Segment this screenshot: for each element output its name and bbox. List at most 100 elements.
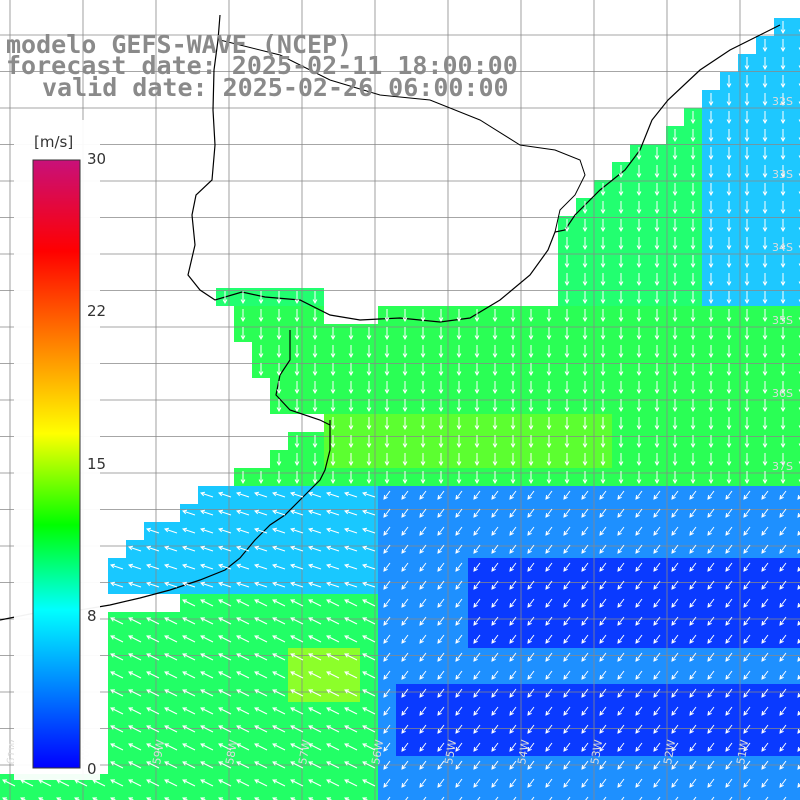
wind-arrow: [617, 724, 625, 734]
wind-arrow: [294, 291, 300, 305]
wind-cell: [216, 792, 234, 800]
wind-arrow: [671, 634, 679, 644]
wind-arrow: [348, 381, 354, 395]
wind-arrow: [653, 742, 661, 752]
wind-arrow: [743, 490, 751, 500]
wind-arrow: [671, 490, 679, 500]
wind-arrow: [290, 599, 304, 607]
wind-cell: [792, 108, 800, 126]
wind-arrow: [780, 309, 786, 323]
wind-arrow: [362, 761, 376, 769]
wind-arrow: [366, 435, 372, 449]
wind-arrow: [725, 760, 733, 770]
wind-arrow: [344, 491, 358, 498]
wind-arrow: [473, 742, 481, 752]
wind-cell: [234, 792, 252, 800]
wind-arrow: [707, 526, 715, 536]
wind-arrow: [492, 417, 498, 431]
wind-arrow: [509, 724, 517, 734]
wind-arrow: [635, 652, 643, 662]
wind-arrow: [708, 363, 714, 377]
wind-arrow: [600, 255, 606, 269]
wind-arrow: [276, 327, 282, 341]
wind-cell: [738, 792, 756, 800]
wind-arrow: [402, 381, 408, 395]
wind-arrow: [780, 291, 786, 305]
wind-arrow: [236, 635, 250, 643]
wind-arrow: [272, 707, 286, 715]
lon-label: 52W: [661, 739, 678, 766]
wind-arrow: [567, 796, 571, 800]
wind-arrow: [725, 724, 733, 734]
wind-arrow: [383, 526, 391, 536]
wind-arrow: [258, 363, 264, 377]
wind-arrow: [672, 183, 678, 197]
wind-cell: [54, 792, 72, 800]
wind-arrow: [545, 526, 553, 536]
wind-arrow: [491, 598, 499, 608]
wind-arrow: [744, 219, 750, 233]
wind-arrow: [653, 526, 661, 536]
wind-arrow: [491, 508, 499, 518]
wind-arrow: [236, 725, 250, 733]
wind-arrow: [527, 688, 535, 698]
wind-arrow: [690, 399, 696, 413]
wind-arrow: [182, 707, 196, 715]
wind-arrow: [762, 417, 768, 431]
wind-arrow: [326, 635, 340, 643]
wind-arrow: [546, 381, 552, 395]
wind-arrow: [582, 471, 588, 485]
lon-label: 53W: [588, 739, 605, 766]
wind-arrow: [419, 760, 427, 770]
wind-arrow: [797, 620, 800, 626]
wind-arrow: [528, 345, 534, 359]
wind-arrow: [617, 616, 625, 626]
wind-arrow: [762, 309, 768, 323]
wind-arrow: [366, 381, 372, 395]
wind-arrow: [110, 653, 124, 661]
wind-arrow: [636, 399, 642, 413]
wind-arrow: [708, 165, 714, 179]
wind-arrow: [276, 363, 282, 377]
wind-arrow: [477, 796, 481, 800]
wind-arrow: [672, 129, 678, 143]
wind-arrow: [474, 327, 480, 341]
wind-arrow: [581, 562, 589, 572]
wind-arrow: [491, 580, 499, 590]
wind-arrow: [725, 670, 733, 680]
wind-arrow: [401, 724, 409, 734]
title-model: modelo GEFS-WAVE (NCEP): [6, 30, 353, 59]
wind-arrow: [635, 706, 643, 716]
wind-arrow: [236, 563, 250, 570]
lon-label: 51W: [734, 739, 751, 766]
wind-arrow: [474, 435, 480, 449]
wind-cell: [270, 792, 288, 800]
colorbar-tick-15: 15: [87, 455, 107, 473]
wind-arrow: [599, 508, 607, 518]
wind-arrow: [473, 508, 481, 518]
wind-arrow: [473, 634, 481, 644]
wind-arrow: [708, 399, 714, 413]
wind-arrow: [402, 363, 408, 377]
wind-arrow: [743, 778, 751, 788]
wind-arrow: [545, 760, 553, 770]
wind-arrow: [563, 670, 571, 680]
wind-arrow: [326, 491, 340, 498]
wind-cell: [360, 792, 378, 800]
wind-arrow: [218, 743, 232, 751]
wind-arrow: [527, 562, 535, 572]
wind-arrow: [218, 635, 232, 643]
wind-arrow: [200, 689, 214, 697]
wind-arrow: [654, 471, 660, 485]
wind-arrow: [636, 165, 642, 179]
wind-cell: [108, 792, 126, 800]
wind-arrow: [437, 724, 445, 734]
wind-arrow: [780, 417, 786, 431]
wind-arrow: [146, 743, 160, 751]
wind-arrow: [762, 255, 768, 269]
wind-arrow: [617, 670, 625, 680]
wind-cell: [792, 234, 800, 252]
wind-arrow: [344, 761, 358, 769]
wind-arrow: [708, 183, 714, 197]
wind-arrow: [491, 652, 499, 662]
